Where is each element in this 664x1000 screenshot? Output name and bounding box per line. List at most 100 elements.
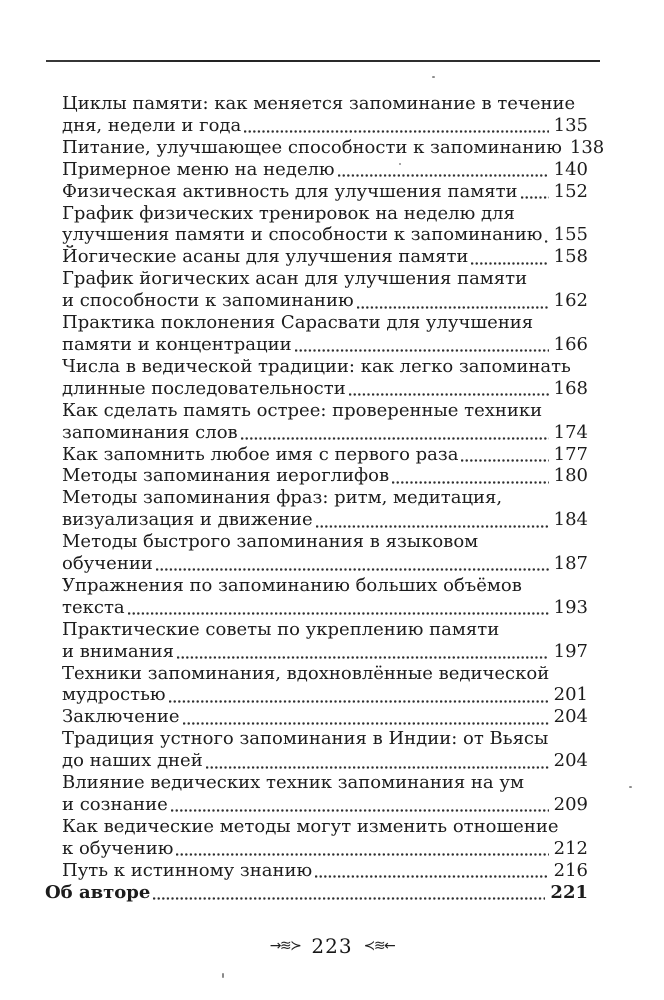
scan-speck <box>222 973 224 978</box>
toc-page-number: 166 <box>553 333 588 355</box>
toc-line: Методы запоминания фраз: ритм, медитация… <box>45 487 600 509</box>
dot-leader <box>315 875 549 879</box>
toc-entry-text: Как запомнить любое имя с первого раза <box>62 443 459 465</box>
toc-entry-text: улучшения памяти и способности к запомин… <box>62 224 543 246</box>
toc-entry: Питание, улучшающее способности к запоми… <box>45 136 604 159</box>
toc-entry-text: дня, недели и года <box>62 114 242 136</box>
dot-leader <box>315 524 549 528</box>
header-rule <box>46 60 600 62</box>
toc-line: Об авторе 221 <box>45 882 600 904</box>
toc-entry-text: Питание, улучшающее способности к запоми… <box>62 136 562 158</box>
toc-entry-text: визуализация и движение <box>62 509 313 531</box>
toc-entry: График йогических асан для улучшения пам… <box>45 268 600 312</box>
toc-page-number: 180 <box>553 465 588 487</box>
toc-line: График йогических асан для улучшения пам… <box>45 268 600 290</box>
toc-line: Физическая активность для улучшения памя… <box>45 181 600 203</box>
toc-line: визуализация и движение 184 <box>45 509 600 531</box>
toc-line: Йогические асаны для улучшения памяти 158 <box>45 246 600 268</box>
toc-entry-text: Практические советы по укреплению памяти <box>62 618 500 640</box>
footer-ornament-left-icon: →≋≻ <box>269 938 302 954</box>
toc-entry-text: Традиция устного запоминания в Индии: от… <box>62 728 549 750</box>
toc-line: и способности к запоминанию 162 <box>45 290 600 312</box>
dot-leader <box>337 174 549 178</box>
toc-page-number: 204 <box>553 706 588 728</box>
toc-entry: Практика поклонения Сарасвати для улучше… <box>45 312 600 356</box>
toc-entry-text: Числа в ведической традиции: как легко з… <box>62 355 571 377</box>
toc-entry: Как запомнить любое имя с первого раза 17… <box>45 444 600 466</box>
dot-leader <box>520 196 549 200</box>
toc-line: памяти и концентрации 166 <box>45 334 600 356</box>
toc-entry-text: Об авторе <box>45 881 151 903</box>
toc-line: мудростью 201 <box>45 684 600 706</box>
toc-entry: Физическая активность для улучшения памя… <box>45 181 600 203</box>
toc-entry-text: Как ведические методы могут изменить отн… <box>62 815 559 837</box>
toc-line: текста 193 <box>45 597 600 619</box>
toc-line: Как ведические методы могут изменить отн… <box>45 816 600 838</box>
toc-entry: Методы запоминания фраз: ритм, медитация… <box>45 487 600 531</box>
toc-entry: Примерное меню на неделю 140 <box>45 159 600 181</box>
toc-page-number: 162 <box>553 290 588 312</box>
toc-line: дня, недели и года 135 <box>45 115 600 137</box>
dot-leader <box>294 349 549 353</box>
toc-entry: Йогические асаны для улучшения памяти 158 <box>45 246 600 268</box>
dot-leader <box>168 699 549 703</box>
dot-leader <box>348 393 549 397</box>
toc-entry: Путь к истинному знанию 216 <box>45 860 600 882</box>
toc-page-number: 152 <box>553 180 588 202</box>
toc-entry: Как сделать память острее: проверенные т… <box>45 400 600 444</box>
toc-entry: Влияние ведических техник запоминания на… <box>45 772 600 816</box>
dot-leader <box>176 656 549 660</box>
toc-entry-text: Путь к истинному знанию <box>62 859 313 881</box>
dot-leader <box>545 239 549 243</box>
toc-entry: График физических тренировок на неделю д… <box>45 203 600 247</box>
toc-page-number: 174 <box>553 421 588 443</box>
toc-line: улучшения памяти и способности к запомин… <box>45 224 600 246</box>
toc-entry-text: Техники запоминания, вдохновлённые ведич… <box>62 662 550 684</box>
toc-line: Упражнения по запоминанию больших объёмо… <box>45 575 600 597</box>
toc-page-number: 135 <box>553 114 588 136</box>
toc-entry: Методы запоминания иероглифов 180 <box>45 465 600 487</box>
toc-entry-text: обучении <box>62 553 153 575</box>
toc-line: к обучению 212 <box>45 838 600 860</box>
dot-leader <box>182 721 549 725</box>
toc-line: Традиция устного запоминания в Индии: от… <box>45 728 600 750</box>
toc-entry-text: График йогических асан для улучшения пам… <box>62 268 528 290</box>
toc-page-number: 187 <box>553 553 588 575</box>
toc-line: Техники запоминания, вдохновлённые ведич… <box>45 663 600 685</box>
footer-page-number: 223 <box>311 934 353 958</box>
toc-line: Как запомнить любое имя с первого раза 17… <box>45 444 600 466</box>
toc-line: График физических тренировок на неделю д… <box>45 203 600 225</box>
toc-page-number: 168 <box>553 377 588 399</box>
toc-page-number: 184 <box>553 509 588 531</box>
toc-entry: Об авторе 221 <box>45 882 600 904</box>
toc-line: Числа в ведической традиции: как легко з… <box>45 356 600 378</box>
toc-entry: Заключение 204 <box>45 706 600 728</box>
toc-line: Методы запоминания иероглифов 180 <box>45 465 600 487</box>
toc-line: длинные последовательности 168 <box>45 378 600 400</box>
toc-page-number: 177 <box>553 443 588 465</box>
toc-entry: Упражнения по запоминанию больших объёмо… <box>45 575 600 619</box>
toc-page-number: 221 <box>550 881 588 903</box>
toc-page-number: 155 <box>553 224 588 246</box>
toc-line: Циклы памяти: как меняется запоминание в… <box>45 93 600 115</box>
toc-line: и внимания 197 <box>45 641 600 663</box>
toc-entry: Числа в ведической традиции: как легко з… <box>45 356 600 400</box>
toc-entry: Циклы памяти: как меняется запоминание в… <box>45 93 600 137</box>
dot-leader <box>155 568 549 572</box>
table-of-contents: Циклы памяти: как меняется запоминание в… <box>45 93 604 904</box>
toc-entry: Техники запоминания, вдохновлённые ведич… <box>45 663 600 707</box>
toc-line: Влияние ведических техник запоминания на… <box>45 772 600 794</box>
toc-entry-text: Методы быстрого запоминания в языковом <box>62 531 479 553</box>
toc-entry-text: мудростью <box>62 684 166 706</box>
dot-leader <box>176 853 549 857</box>
toc-entry-text: длинные последовательности <box>62 377 346 399</box>
scan-speck <box>629 786 632 788</box>
toc-page-number: 193 <box>553 596 588 618</box>
toc-entry: Как ведические методы могут изменить отн… <box>45 816 600 860</box>
toc-entry-text: Практика поклонения Сарасвати для улучше… <box>62 312 534 334</box>
scan-speck <box>432 76 435 78</box>
footer-ornament-right-icon: ≺≋← <box>363 938 396 954</box>
toc-line: Питание, улучшающее способности к запоми… <box>45 136 604 159</box>
toc-entry-text: и способности к запоминанию <box>62 290 354 312</box>
